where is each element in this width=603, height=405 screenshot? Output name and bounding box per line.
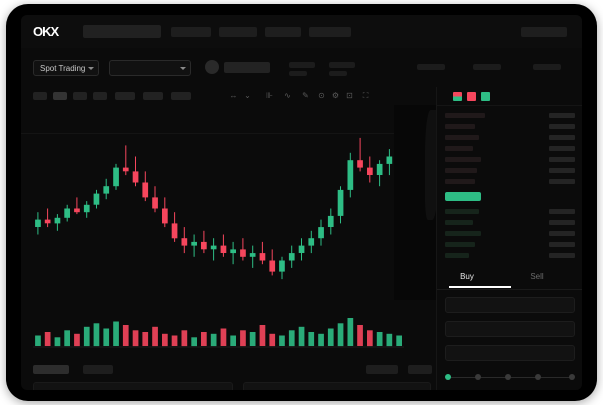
tf-tab-4[interactable] xyxy=(93,92,107,100)
order-amount-input[interactable] xyxy=(445,321,575,337)
tf-tab-6[interactable] xyxy=(143,92,163,100)
tf-tab-1[interactable] xyxy=(33,92,47,100)
order-book-header xyxy=(437,87,582,106)
grid-line xyxy=(21,133,436,134)
stat-high-value xyxy=(329,71,347,76)
order-book-ask-size xyxy=(549,113,575,118)
indicator-icon[interactable]: ⊙ xyxy=(318,91,325,100)
order-book-panel: Buy Sell xyxy=(436,87,582,390)
order-book-bid-row[interactable] xyxy=(445,242,475,247)
stat-volume xyxy=(417,64,445,70)
stat-turnover xyxy=(473,64,501,70)
stat-extra xyxy=(533,64,561,70)
order-total-input[interactable] xyxy=(445,345,575,361)
order-book-bid-row[interactable] xyxy=(445,231,481,236)
amount-slider-step-25[interactable] xyxy=(475,374,481,380)
chevron-down-icon[interactable]: ⌄ xyxy=(244,91,251,100)
order-book-ask-row[interactable] xyxy=(445,179,475,184)
candlestick-series xyxy=(35,137,402,280)
tab-buy[interactable]: Buy xyxy=(460,272,474,281)
bottom-panel-right[interactable] xyxy=(243,382,431,390)
book-asks-icon[interactable] xyxy=(467,92,476,101)
amount-slider-step-75[interactable] xyxy=(535,374,541,380)
snapshot-icon[interactable]: ⊡ xyxy=(346,91,353,100)
coin-avatar xyxy=(205,60,219,74)
chart-footer xyxy=(21,360,436,382)
pair-select[interactable] xyxy=(109,60,191,76)
bottom-panels xyxy=(21,382,436,390)
stat-high xyxy=(329,62,355,68)
order-book-ask-row[interactable] xyxy=(445,124,475,129)
draw-pencil-icon[interactable]: ✎ xyxy=(302,91,309,100)
nav-account-item[interactable] xyxy=(521,27,567,37)
tf-tab-7[interactable] xyxy=(171,92,191,100)
amount-slider-step-100[interactable] xyxy=(569,374,575,380)
chevron-down-icon xyxy=(88,67,94,70)
volume-series xyxy=(33,318,404,348)
chart-toolbar: ↔ ⌄ ⊪ ∿ ✎ ⊙ ⚙ ⊡ ⛶ xyxy=(21,87,436,106)
order-book-ask-row[interactable] xyxy=(445,168,477,173)
order-book-ask-size xyxy=(549,146,575,151)
nav-item-3[interactable] xyxy=(265,27,301,37)
order-book-bid-row[interactable] xyxy=(445,209,479,214)
tablet-screen: OKX Spot Trading xyxy=(21,15,582,390)
volume-chart xyxy=(21,310,436,360)
amount-slider-step-50[interactable] xyxy=(505,374,511,380)
settings-gear-icon[interactable]: ⚙ xyxy=(331,91,340,100)
line-tool-icon[interactable]: ∿ xyxy=(284,91,291,100)
tf-tab-2[interactable] xyxy=(53,92,67,100)
order-book-ask-row[interactable] xyxy=(445,135,479,140)
top-navigation-bar: OKX xyxy=(21,15,582,49)
nav-item-4[interactable] xyxy=(309,27,351,37)
order-book-bid-size xyxy=(549,253,575,258)
order-book-ask-row[interactable] xyxy=(445,113,485,118)
nav-item-1[interactable] xyxy=(171,27,211,37)
tablet-device-frame: OKX Spot Trading xyxy=(6,4,597,401)
order-book-bid-size xyxy=(549,220,575,225)
nav-search-box[interactable] xyxy=(83,25,161,38)
order-book-ask-size xyxy=(549,168,575,173)
order-book-bid-row[interactable] xyxy=(445,253,469,258)
chart-overlay-shape xyxy=(425,110,439,220)
okx-logo[interactable]: OKX xyxy=(33,24,59,39)
stat-change xyxy=(289,62,315,68)
price-chart[interactable] xyxy=(21,105,436,310)
nav-item-2[interactable] xyxy=(219,27,257,37)
order-book-ask-size xyxy=(549,124,575,129)
order-book-spread xyxy=(445,192,481,201)
stat-change-value xyxy=(289,71,307,76)
chart-footer-tab-4[interactable] xyxy=(408,365,432,374)
chart-footer-tab-1[interactable] xyxy=(33,365,69,374)
order-book-bid-size xyxy=(549,242,575,247)
order-book-bid-size xyxy=(549,231,575,236)
order-book-ask-row[interactable] xyxy=(445,157,481,162)
market-sub-bar: Spot Trading xyxy=(21,48,582,87)
order-form-tabs: Buy Sell xyxy=(437,267,582,290)
chart-footer-tab-2[interactable] xyxy=(83,365,113,374)
chevron-down-icon xyxy=(180,67,186,70)
book-both-icon[interactable] xyxy=(453,92,462,101)
order-book-ask-row[interactable] xyxy=(445,146,473,151)
tab-active-underline xyxy=(449,286,511,288)
order-book-bid-row[interactable] xyxy=(445,220,473,225)
order-book-ask-size xyxy=(549,179,575,184)
chart-footer-tab-3[interactable] xyxy=(366,365,398,374)
bottom-panel-left[interactable] xyxy=(33,382,233,390)
tf-tab-5[interactable] xyxy=(115,92,135,100)
market-type-label: Spot Trading xyxy=(40,64,86,73)
pair-price-label xyxy=(224,62,270,73)
order-book-ask-size xyxy=(549,157,575,162)
order-book-bid-size xyxy=(549,209,575,214)
arrows-icon[interactable]: ↔ xyxy=(229,91,238,100)
order-price-input[interactable] xyxy=(445,297,575,313)
fullscreen-icon[interactable]: ⛶ xyxy=(362,91,369,100)
tf-tab-3[interactable] xyxy=(73,92,87,100)
amount-slider-step-0[interactable] xyxy=(445,374,451,380)
book-bids-icon[interactable] xyxy=(481,92,490,101)
order-book-ask-size xyxy=(549,135,575,140)
candles-icon[interactable]: ⊪ xyxy=(266,91,273,100)
market-type-select[interactable]: Spot Trading xyxy=(33,60,99,76)
tab-sell[interactable]: Sell xyxy=(530,272,544,281)
